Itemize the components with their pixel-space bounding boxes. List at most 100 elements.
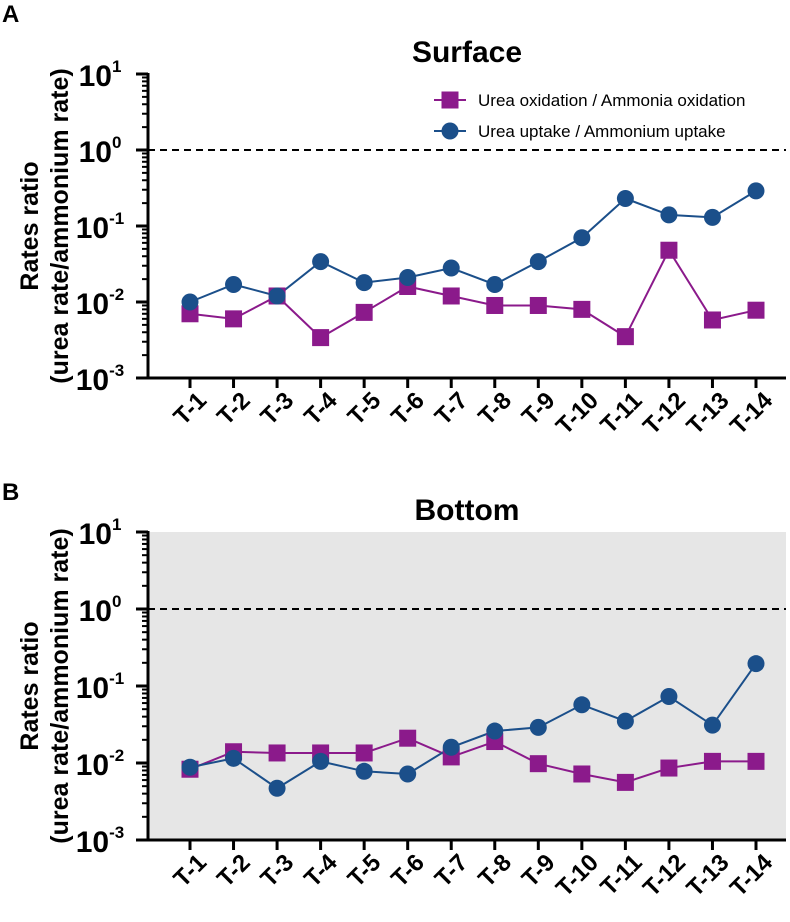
- chart-title: Surface: [412, 36, 522, 69]
- data-point-circle: [529, 253, 547, 271]
- chart-panel-surface: A Surface Rates ratio (urea rate/ammonium r…: [2, 1, 786, 440]
- data-point-square: [529, 296, 547, 314]
- data-point-circle: [573, 696, 591, 714]
- legend-label: Urea oxidation / Ammonia oxidation: [478, 91, 745, 110]
- y-axis-label-line1: Rates ratio: [16, 161, 44, 290]
- data-point-square: [703, 311, 721, 329]
- data-point-square: [268, 744, 286, 762]
- x-category-label: T-4: [299, 849, 343, 893]
- data-point-circle: [181, 758, 199, 776]
- x-category-label: T-5: [343, 387, 387, 431]
- x-category-label: T-12: [638, 849, 691, 902]
- x-category-label: T-11: [595, 849, 647, 901]
- data-point-circle: [486, 275, 504, 293]
- legend-label: Urea uptake / Ammonium uptake: [478, 122, 726, 141]
- x-category-label: T-1: [169, 849, 213, 893]
- y-tick-label: 10-1: [76, 669, 125, 705]
- x-category-label: T-12: [638, 387, 691, 440]
- y-tick-base: 10: [76, 288, 109, 321]
- data-point-circle: [616, 712, 634, 730]
- data-point-square: [355, 303, 373, 321]
- data-point-square: [616, 773, 634, 791]
- panel-letter: B: [2, 479, 19, 506]
- x-category-label: T-13: [682, 849, 735, 902]
- data-point-circle: [312, 253, 330, 271]
- legend-marker-square: [441, 91, 459, 109]
- chart-panel-bottom: B Bottom Rates ratio (urea rate/ammonium ra…: [2, 479, 786, 902]
- data-point-circle: [703, 208, 721, 226]
- data-point-square: [747, 301, 765, 319]
- legend-entry: Urea oxidation / Ammonia oxidation: [434, 91, 745, 110]
- y-tick-label: 10-1: [76, 209, 125, 245]
- data-point-circle: [703, 716, 721, 734]
- x-category-label: T-10: [551, 849, 604, 902]
- y-tick-label: 10-2: [76, 746, 125, 782]
- data-point-square: [529, 755, 547, 773]
- data-point-square: [399, 729, 417, 747]
- data-point-circle: [268, 287, 286, 305]
- x-category-label: T-8: [473, 387, 517, 431]
- data-point-square: [660, 759, 678, 777]
- x-category-label: T-13: [682, 387, 735, 440]
- x-category-label: T-2: [212, 849, 256, 893]
- data-point-circle: [573, 229, 591, 247]
- y-tick-exponent: -3: [109, 361, 124, 380]
- y-tick-base: 10: [76, 364, 109, 397]
- data-point-square: [747, 752, 765, 770]
- legend-entry: Urea uptake / Ammonium uptake: [434, 122, 726, 141]
- y-tick-exponent: 0: [112, 133, 121, 152]
- data-point-square: [355, 744, 373, 762]
- x-category-label: T-2: [212, 387, 256, 431]
- plot-area: [148, 74, 786, 378]
- y-tick-exponent: -1: [109, 209, 124, 228]
- data-point-circle: [312, 752, 330, 770]
- y-tick-exponent: 1: [112, 515, 121, 534]
- data-point-square: [573, 765, 591, 783]
- y-axis-label-line1: Rates ratio: [16, 621, 44, 750]
- y-tick-exponent: 0: [112, 592, 121, 611]
- data-point-circle: [442, 259, 460, 277]
- data-point-circle: [660, 688, 678, 706]
- data-point-circle: [355, 274, 373, 292]
- x-category-label: T-5: [343, 849, 387, 893]
- y-tick-exponent: -1: [109, 669, 124, 688]
- y-tick-label: 10-3: [76, 361, 125, 397]
- data-point-circle: [747, 182, 765, 200]
- data-point-square: [486, 296, 504, 314]
- x-category-label: T-3: [256, 387, 300, 431]
- data-point-circle: [399, 765, 417, 783]
- chart-title: Bottom: [415, 494, 520, 527]
- data-point-circle: [747, 655, 765, 673]
- y-tick-label: 10-2: [76, 285, 125, 321]
- x-category-label: T-14: [725, 849, 779, 903]
- y-tick-label: 100: [79, 133, 122, 169]
- data-point-circle: [225, 275, 243, 293]
- y-tick-label: 101: [79, 515, 122, 551]
- x-category-label: T-6: [386, 849, 430, 893]
- data-point-circle: [399, 269, 417, 287]
- y-tick-label: 101: [79, 57, 122, 93]
- data-point-square: [616, 328, 634, 346]
- y-tick-base: 10: [76, 826, 109, 859]
- data-point-circle: [268, 779, 286, 797]
- data-point-square: [660, 241, 678, 259]
- x-category-label: T-4: [299, 387, 343, 431]
- x-category-label: T-11: [595, 387, 647, 439]
- y-tick-base: 10: [79, 595, 112, 628]
- data-point-square: [181, 305, 199, 323]
- legend-marker-circle: [441, 122, 459, 140]
- y-tick-base: 10: [79, 60, 112, 93]
- x-category-label: T-10: [551, 387, 604, 440]
- y-tick-label: 10-3: [76, 823, 125, 859]
- plot-area: [148, 532, 786, 840]
- y-axis-label-line2: (urea rate/ammonium rate): [46, 68, 74, 383]
- data-point-circle: [442, 738, 460, 756]
- y-tick-base: 10: [76, 749, 109, 782]
- data-point-circle: [355, 762, 373, 780]
- y-tick-label: 100: [79, 592, 122, 628]
- data-point-square: [312, 329, 330, 347]
- data-point-circle: [616, 190, 634, 208]
- data-point-circle: [660, 206, 678, 224]
- y-axis-label-line2: (urea rate/ammonium rate): [46, 528, 74, 843]
